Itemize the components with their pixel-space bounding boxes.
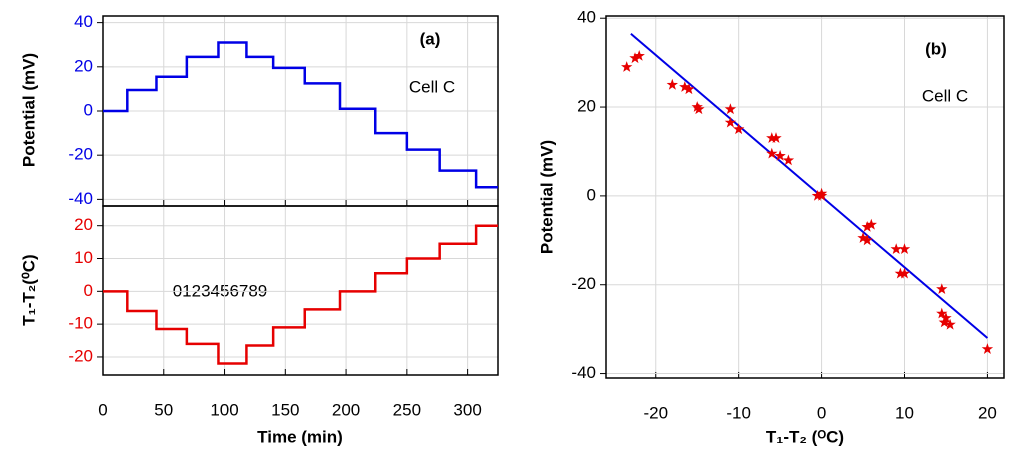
data-point bbox=[693, 103, 705, 115]
data-point bbox=[683, 83, 695, 95]
data-point bbox=[733, 123, 745, 135]
x-tick-label: -10 bbox=[726, 403, 751, 422]
data-point bbox=[666, 78, 678, 90]
data-point bbox=[865, 218, 877, 230]
data-point bbox=[774, 149, 786, 161]
x-tick-label: 0 bbox=[817, 403, 826, 422]
y-tick-label: -20 bbox=[571, 274, 596, 293]
x-tick-label: 150 bbox=[271, 400, 299, 419]
data-point bbox=[691, 101, 703, 112]
data-point bbox=[724, 116, 737, 128]
y-tick-label: -40 bbox=[68, 189, 93, 208]
data-point bbox=[811, 189, 824, 201]
data-point bbox=[898, 243, 911, 254]
data-point bbox=[770, 132, 782, 143]
data-point bbox=[938, 316, 950, 328]
data-point bbox=[766, 147, 778, 159]
x-tick-label: 10 bbox=[895, 403, 914, 422]
data-point bbox=[724, 103, 737, 115]
data-point bbox=[936, 307, 948, 319]
y-axis-label: Potential (mV) bbox=[537, 140, 556, 254]
x-tick-label: -20 bbox=[643, 403, 668, 422]
data-point bbox=[894, 267, 907, 279]
x-tick-label: 200 bbox=[332, 400, 360, 419]
x-tick-label: 250 bbox=[393, 400, 421, 419]
data-line bbox=[103, 41, 498, 189]
y-tick-label: -20 bbox=[68, 145, 93, 164]
data-point bbox=[782, 154, 795, 166]
x-axis-label: T₁-T₂ (ᴼC) bbox=[766, 427, 844, 446]
y-tick-label: -10 bbox=[68, 314, 93, 333]
panel-label: (b) bbox=[925, 39, 947, 58]
plot-frame bbox=[102, 205, 499, 376]
y-tick-label: 0 bbox=[84, 281, 93, 300]
y-tick-label: 40 bbox=[74, 12, 93, 31]
data-point bbox=[861, 234, 873, 246]
data-point bbox=[981, 343, 994, 354]
x-tick-label: 300 bbox=[453, 400, 481, 419]
y-tick-label: 20 bbox=[577, 97, 596, 116]
data-point bbox=[815, 189, 828, 201]
y-tick-label: 0 bbox=[84, 100, 93, 119]
y-axis-label: T₁-T₂(⁰C) bbox=[19, 254, 38, 325]
data-point bbox=[898, 267, 911, 279]
annotation: Cell C bbox=[922, 86, 968, 105]
data-point bbox=[936, 283, 948, 294]
data-point bbox=[861, 221, 873, 232]
fit-line bbox=[630, 33, 989, 339]
annotation: Cell C bbox=[409, 77, 455, 96]
data-point bbox=[857, 232, 869, 243]
x-tick-label: 100 bbox=[210, 400, 238, 419]
y-tick-label: 40 bbox=[577, 8, 596, 27]
data-point bbox=[944, 318, 956, 330]
data-point bbox=[890, 243, 902, 254]
x-tick-label: 20 bbox=[978, 403, 997, 422]
y-axis-label: Potential (mV) bbox=[19, 53, 38, 167]
plot-frame bbox=[605, 15, 1005, 379]
x-axis-label: Time (min) bbox=[257, 427, 343, 446]
y-tick-label: 10 bbox=[74, 248, 93, 267]
data-line bbox=[103, 224, 498, 365]
data-point bbox=[679, 81, 691, 92]
data-point bbox=[766, 132, 778, 143]
data-point bbox=[621, 61, 633, 72]
data-point bbox=[629, 52, 641, 64]
panel-label: (a) bbox=[420, 29, 441, 48]
x-tick-label: 50 bbox=[154, 400, 173, 419]
data-point bbox=[940, 312, 952, 323]
y-tick-label: 20 bbox=[74, 56, 93, 75]
x-tick-label: 0 bbox=[98, 400, 107, 419]
y-tick-label: -20 bbox=[68, 346, 93, 365]
y-tick-label: -40 bbox=[571, 363, 596, 382]
y-tick-label: 20 bbox=[74, 215, 93, 234]
data-point bbox=[633, 50, 645, 61]
y-tick-label: 0 bbox=[587, 185, 596, 204]
